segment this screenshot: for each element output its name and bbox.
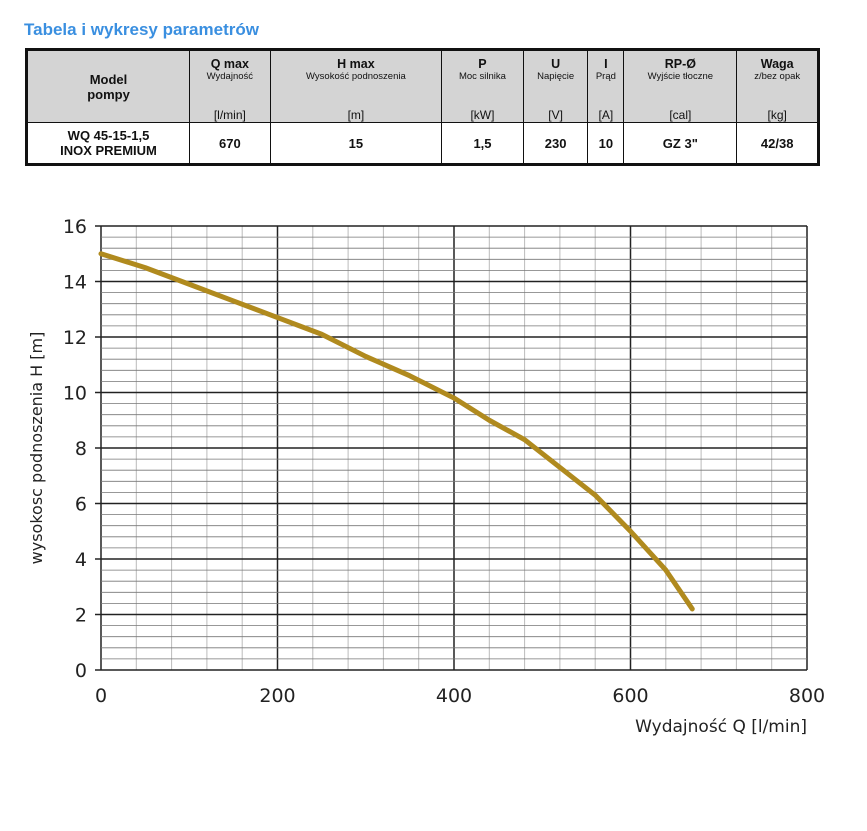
y-tick-label: 8 bbox=[75, 438, 87, 460]
y-tick-label: 0 bbox=[75, 660, 87, 682]
col-name: RP-Ø bbox=[664, 57, 696, 71]
x-axis-label: Wydajność Q [l/min] bbox=[635, 717, 807, 737]
col-name: H max bbox=[337, 57, 375, 71]
model-line1: WQ 45-15-1,5 bbox=[67, 128, 150, 143]
cell-value-6: 42/38 bbox=[736, 122, 819, 165]
header-model-line2: pompy bbox=[87, 86, 130, 102]
table-row: WQ 45-15-1,5 INOX PREMIUM 670 15 1,5 230 10 G… bbox=[26, 122, 819, 165]
col-name: P bbox=[478, 57, 487, 71]
col-unit: [V] bbox=[548, 108, 563, 122]
x-tick-label: 600 bbox=[612, 685, 648, 707]
y-axis-label: wysokosc podnoszenia H [m] bbox=[27, 332, 46, 565]
col-unit: [l/min] bbox=[213, 108, 246, 122]
section-title: Tabela i wykresy parametrów bbox=[24, 20, 259, 39]
header-model-line1: Model bbox=[89, 71, 128, 87]
cell-value-4: 10 bbox=[587, 122, 625, 165]
parameters-table: Model pompy Q max Wydajność [l/min] H max… bbox=[25, 48, 820, 166]
cell-value-5: GZ 3" bbox=[623, 122, 738, 165]
cell-value-1: 15 bbox=[269, 122, 443, 165]
x-tick-label: 200 bbox=[259, 685, 295, 707]
model-line2: INOX PREMIUM bbox=[60, 143, 157, 158]
col-unit: [kW] bbox=[470, 108, 495, 122]
col-name: Waga bbox=[760, 57, 794, 71]
col-name: I bbox=[604, 57, 608, 71]
y-tick-label: 2 bbox=[75, 605, 87, 627]
series-line-0 bbox=[98, 251, 695, 612]
header-model: Model pompy bbox=[26, 49, 190, 123]
cell-model: WQ 45-15-1,5 INOX PREMIUM bbox=[26, 122, 190, 165]
header-col-5: RP-Ø Wyjście tłoczne [cal] bbox=[623, 49, 738, 123]
cell-value-3: 230 bbox=[522, 122, 589, 165]
col-desc: Wyjście tłoczne bbox=[647, 71, 714, 82]
col-name: U bbox=[551, 57, 561, 71]
y-tick-label: 12 bbox=[63, 327, 87, 349]
pump-curve-chart: 0 2 4 6 8 10 12 14 16 0 200 400 600 800 Wydajność Q [l… bbox=[27, 216, 825, 737]
col-unit: [cal] bbox=[669, 108, 692, 122]
header-col-6: Waga z/bez opak [kg] bbox=[736, 49, 819, 123]
col-unit: [m] bbox=[347, 108, 365, 122]
x-tick-label: 800 bbox=[789, 685, 825, 707]
col-desc: z/bez opak bbox=[754, 71, 801, 82]
col-unit: [kg] bbox=[767, 108, 787, 122]
header-col-2: P Moc silnika [kW] bbox=[441, 49, 524, 123]
col-desc: Napięcie bbox=[537, 71, 575, 82]
x-tick-label: 0 bbox=[95, 685, 107, 707]
y-tick-label: 6 bbox=[75, 494, 87, 516]
col-desc: Wysokość podnoszenia bbox=[306, 71, 406, 82]
y-tick-label: 4 bbox=[75, 549, 87, 571]
y-tick-label: 10 bbox=[63, 383, 87, 405]
col-desc: Prąd bbox=[595, 71, 616, 82]
y-tick-label: 14 bbox=[63, 272, 87, 294]
header-col-3: U Napięcie [V] bbox=[522, 49, 589, 123]
col-desc: Moc silnika bbox=[458, 71, 506, 82]
col-unit: [A] bbox=[598, 108, 614, 122]
cell-value-2: 1,5 bbox=[441, 122, 524, 165]
x-tick-label: 400 bbox=[436, 685, 472, 707]
header-col-0: Q max Wydajność [l/min] bbox=[189, 49, 271, 123]
y-tick-label: 16 bbox=[63, 216, 87, 238]
table-header-row: Model pompy Q max Wydajność [l/min] H max… bbox=[26, 49, 819, 123]
col-desc: Wydajność bbox=[206, 71, 254, 82]
col-name: Q max bbox=[210, 57, 249, 71]
header-col-1: H max Wysokość podnoszenia [m] bbox=[269, 49, 443, 123]
cell-value-0: 670 bbox=[189, 122, 271, 165]
header-col-4: I Prąd [A] bbox=[587, 49, 625, 123]
